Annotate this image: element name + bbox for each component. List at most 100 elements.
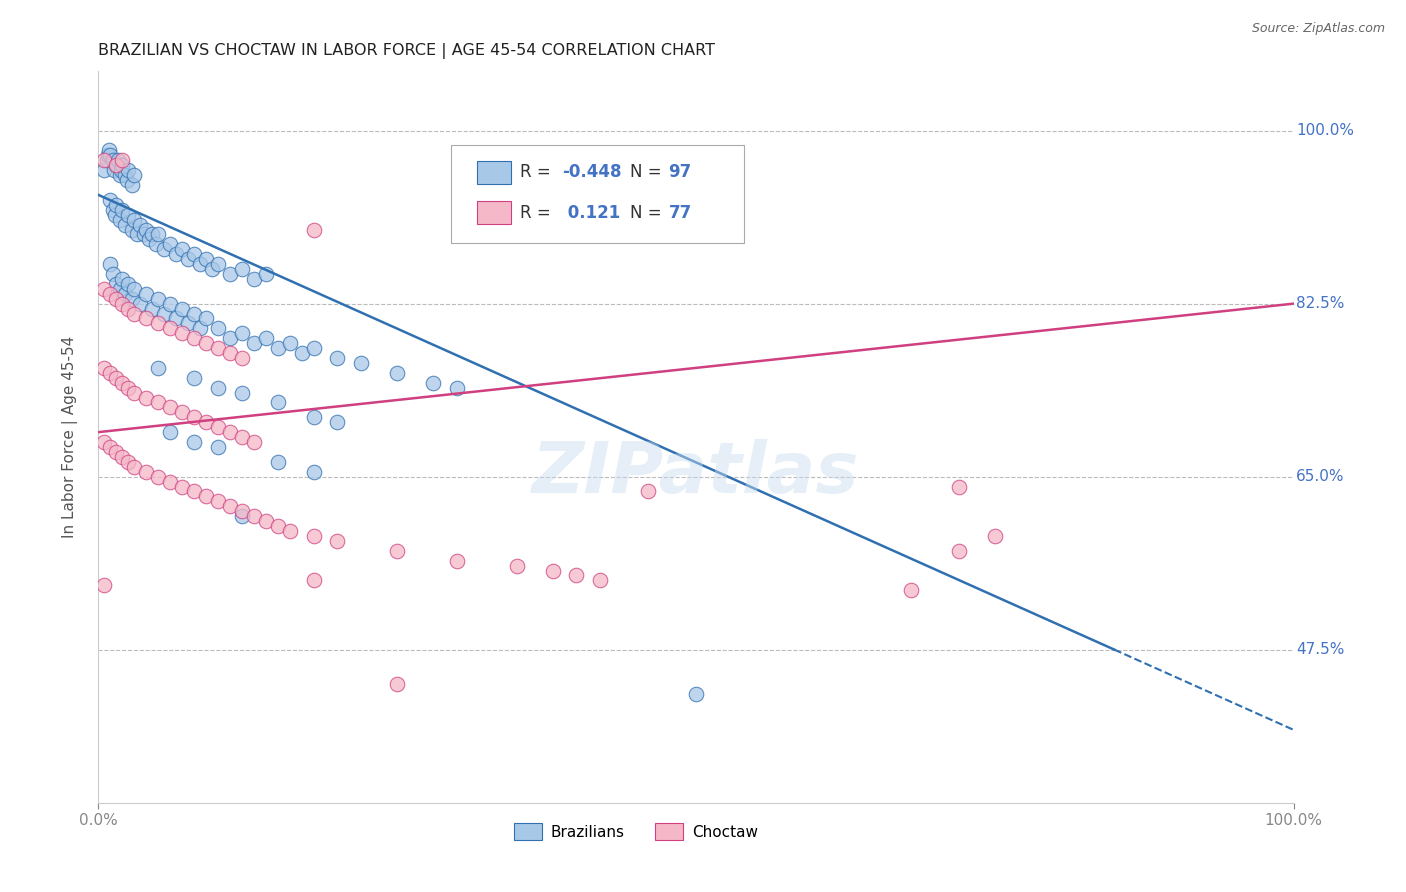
Point bbox=[278, 524, 301, 538]
Point bbox=[138, 232, 160, 246]
Point bbox=[385, 677, 409, 691]
Point bbox=[231, 504, 253, 518]
Point bbox=[948, 479, 970, 493]
Point bbox=[243, 336, 266, 351]
Point bbox=[93, 282, 115, 296]
Point bbox=[125, 227, 148, 242]
Point bbox=[115, 173, 138, 187]
Text: 0.121: 0.121 bbox=[562, 203, 620, 221]
Point bbox=[121, 178, 143, 192]
Point bbox=[105, 158, 128, 172]
Point bbox=[254, 331, 277, 345]
Point bbox=[254, 514, 277, 528]
Point bbox=[141, 227, 163, 242]
Text: R =: R = bbox=[520, 203, 557, 221]
Point bbox=[103, 163, 125, 178]
Y-axis label: In Labor Force | Age 45-54: In Labor Force | Age 45-54 bbox=[62, 336, 77, 538]
Point bbox=[183, 247, 205, 261]
Point bbox=[110, 163, 132, 178]
Point bbox=[661, 148, 683, 162]
Point bbox=[159, 296, 181, 310]
Point bbox=[159, 237, 181, 252]
Point bbox=[231, 262, 253, 277]
FancyBboxPatch shape bbox=[477, 201, 510, 224]
Point bbox=[984, 529, 1007, 543]
Text: N =: N = bbox=[630, 203, 666, 221]
Point bbox=[302, 222, 325, 236]
Point bbox=[267, 395, 290, 409]
Point bbox=[121, 222, 143, 236]
Point bbox=[111, 272, 134, 286]
Point bbox=[685, 687, 707, 701]
Point bbox=[267, 455, 290, 469]
Point bbox=[207, 321, 229, 335]
Point bbox=[165, 247, 187, 261]
Point bbox=[195, 489, 218, 503]
Text: 47.5%: 47.5% bbox=[1296, 642, 1344, 657]
Point bbox=[111, 202, 134, 217]
Point bbox=[422, 376, 444, 390]
Point bbox=[148, 292, 170, 306]
Point bbox=[105, 277, 128, 291]
Point bbox=[129, 218, 152, 232]
Point bbox=[93, 578, 115, 592]
Point bbox=[948, 543, 970, 558]
Point bbox=[124, 385, 146, 400]
Point bbox=[105, 292, 128, 306]
Point bbox=[105, 371, 128, 385]
Point bbox=[93, 153, 115, 168]
Point bbox=[105, 198, 128, 212]
Point bbox=[589, 574, 612, 588]
Point bbox=[195, 252, 218, 267]
Text: 100.0%: 100.0% bbox=[1296, 123, 1354, 138]
Legend: Brazilians, Choctaw: Brazilians, Choctaw bbox=[508, 816, 765, 847]
Point bbox=[183, 306, 205, 320]
Point bbox=[254, 267, 277, 281]
Point bbox=[124, 168, 146, 182]
Point bbox=[135, 391, 157, 405]
Point bbox=[231, 509, 253, 524]
Point bbox=[219, 331, 242, 345]
Point bbox=[326, 415, 349, 429]
Point bbox=[291, 346, 314, 360]
Point bbox=[105, 445, 128, 459]
Point bbox=[172, 301, 194, 316]
Point bbox=[302, 465, 325, 479]
Point bbox=[219, 425, 242, 439]
Point bbox=[207, 257, 229, 271]
Point bbox=[148, 360, 170, 375]
Point bbox=[104, 208, 127, 222]
Point bbox=[101, 153, 124, 168]
Point bbox=[124, 459, 146, 474]
Point bbox=[183, 410, 205, 425]
Text: N =: N = bbox=[630, 163, 666, 181]
Point bbox=[114, 286, 136, 301]
Point bbox=[135, 465, 157, 479]
Point bbox=[219, 346, 242, 360]
Point bbox=[188, 257, 211, 271]
Point bbox=[141, 301, 163, 316]
Point bbox=[98, 366, 122, 380]
Point bbox=[145, 237, 167, 252]
Point bbox=[219, 500, 242, 514]
Point bbox=[98, 440, 122, 454]
Point bbox=[98, 148, 122, 162]
Text: 97: 97 bbox=[668, 163, 692, 181]
Point bbox=[111, 153, 134, 168]
Point bbox=[195, 336, 218, 351]
Point bbox=[385, 366, 409, 380]
Point bbox=[93, 163, 115, 178]
Point bbox=[135, 222, 157, 236]
Point bbox=[207, 440, 229, 454]
Point bbox=[172, 326, 194, 341]
Text: 77: 77 bbox=[668, 203, 692, 221]
Point bbox=[111, 450, 134, 464]
Point bbox=[446, 381, 468, 395]
Point bbox=[111, 376, 134, 390]
Point bbox=[159, 401, 181, 415]
Point bbox=[132, 227, 155, 242]
Point bbox=[231, 326, 253, 341]
Point bbox=[195, 415, 218, 429]
Point bbox=[637, 153, 659, 168]
Point bbox=[201, 262, 224, 277]
